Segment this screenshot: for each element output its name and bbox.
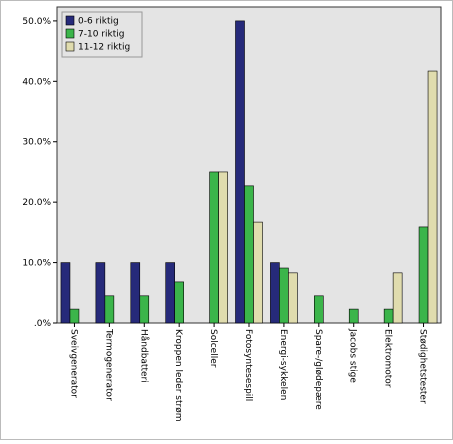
bar [253, 221, 263, 324]
x-tick-label: Fotosyntesespill [243, 329, 253, 401]
x-tick-label: Sveivgenerator [68, 329, 78, 398]
y-tick-label: 50.0% [22, 17, 51, 27]
x-tick-label: Elektromotor [383, 329, 393, 388]
bar [427, 70, 438, 324]
legend-swatch [65, 41, 75, 52]
y-tick-label: .0% [34, 319, 52, 329]
bar [348, 308, 359, 324]
bar [235, 20, 245, 324]
bar [60, 262, 71, 324]
legend-label: 11-12 riktig [78, 43, 130, 53]
y-tick-label: 10.0% [22, 259, 51, 269]
x-tick-label: Stødighetstester [418, 329, 428, 404]
legend-label: 0-6 riktig [78, 17, 119, 27]
bar [95, 262, 106, 324]
bar [383, 308, 394, 324]
legend-swatch [65, 15, 75, 26]
x-tick-label: Solceller [208, 329, 218, 368]
bar [218, 171, 228, 324]
bar [209, 171, 219, 324]
legend-label: 7-10 riktig [78, 30, 124, 40]
bar [104, 295, 115, 324]
x-tick-label: Termogenerator [103, 328, 113, 401]
bar [174, 281, 184, 324]
bar [418, 226, 429, 324]
legend-box [61, 11, 143, 58]
bar [392, 272, 403, 324]
bar [279, 267, 289, 324]
bar [244, 185, 254, 324]
y-tick-label: 30.0% [22, 138, 51, 148]
legend-swatch [65, 28, 75, 39]
y-tick-label: 20.0% [22, 198, 51, 208]
y-tick-label: 40.0% [22, 77, 51, 87]
bar [130, 262, 141, 324]
x-tick-label: Håndbatteri [138, 329, 149, 383]
bar [69, 308, 80, 324]
bar [288, 272, 298, 324]
bar [314, 295, 324, 324]
bar [270, 262, 280, 324]
x-tick-label: Spare-/glødepære [313, 329, 323, 410]
bar [165, 262, 175, 324]
x-tick-label: Energi-sykkelen [278, 329, 288, 400]
legend: 0-6 riktig 7-10 riktig 11-12 riktig [61, 11, 143, 58]
x-tick-label: Jacobs stige [348, 328, 358, 383]
x-tick-label: Kroppen leder strøm [173, 329, 183, 421]
bar [139, 295, 150, 324]
